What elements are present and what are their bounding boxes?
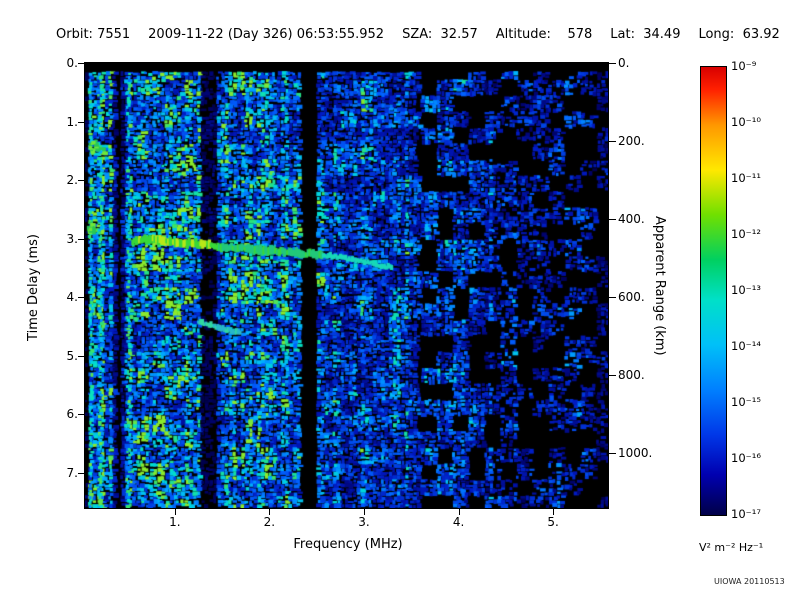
range-axis-tick-label: 200. xyxy=(618,134,645,149)
x-axis-tick-label: 3. xyxy=(358,515,370,529)
x-axis-label: Frequency (MHz) xyxy=(293,537,403,552)
y-axis-tick-label: 7. xyxy=(66,465,78,480)
orbit-label: Orbit: xyxy=(56,27,93,42)
watermark: UIOWA 20110513 xyxy=(714,577,785,586)
y-axis-label-left: Time Delay (ms) xyxy=(26,234,41,341)
range-axis-tick-mark xyxy=(609,141,616,143)
datetime-value: 2009-11-22 (Day 326) 06:53:55.952 xyxy=(148,27,385,42)
x-axis-tick-label: 1. xyxy=(169,515,181,529)
lat-field: Lat: 34.49 xyxy=(610,27,680,42)
header-info: Orbit: 7551 2009-11-22 (Day 326) 06:53:55… xyxy=(56,27,798,42)
y-axis-tick-mark xyxy=(78,63,85,64)
x-axis-tick-mark xyxy=(174,509,176,515)
range-axis-tick-mark xyxy=(609,375,616,377)
sza-value: 32.57 xyxy=(440,27,478,42)
colorbar-unit-label: V² m⁻² Hz⁻¹ xyxy=(699,541,764,554)
sza-field: SZA: 32.57 xyxy=(402,27,478,42)
y-axis-tick-mark xyxy=(78,238,85,240)
y-axis-tick-label: 3. xyxy=(66,231,78,246)
lat-value: 34.49 xyxy=(643,27,681,42)
range-axis-tick-mark xyxy=(609,63,616,64)
lat-label: Lat: xyxy=(610,27,635,42)
x-axis-tick-mark xyxy=(553,509,555,515)
y-axis-tick-label: 1. xyxy=(66,114,78,129)
x-axis-tick-label: 4. xyxy=(452,515,465,529)
colorbar-tick-label: 10⁻¹¹ xyxy=(731,171,761,185)
altitude-label: Altitude: xyxy=(495,27,551,42)
range-axis-tick-label: 400. xyxy=(618,212,645,227)
colorbar-tick-label: 10⁻¹² xyxy=(731,227,761,241)
x-axis-tick-label: 5. xyxy=(547,515,559,529)
range-axis-tick-label: 0. xyxy=(618,56,630,70)
y-axis-tick-mark xyxy=(78,180,85,182)
y-axis-tick-label: 2. xyxy=(66,173,78,188)
y-axis-tick-label: 5. xyxy=(66,348,78,363)
altitude-value: 578 xyxy=(567,27,593,42)
colorbar-tick-label: 10⁻¹³ xyxy=(731,283,761,297)
long-label: Long: xyxy=(698,27,735,42)
colorbar-gradient xyxy=(700,66,727,516)
y-axis-tick-mark xyxy=(78,414,85,416)
long-value: 63.92 xyxy=(742,27,780,42)
colorbar-tick-label: 10⁻¹⁴ xyxy=(731,339,761,353)
altitude-field: Altitude: 578 xyxy=(496,27,593,42)
orbit-value: 7551 xyxy=(97,27,131,42)
colorbar-tick-label: 10⁻¹⁵ xyxy=(731,395,761,409)
colorbar-tick-label: 10⁻¹⁶ xyxy=(731,451,761,465)
range-axis-tick-mark xyxy=(609,453,616,455)
y-axis-label-right: Apparent Range (km) xyxy=(652,216,667,356)
range-axis-tick-label: 1000. xyxy=(618,446,653,461)
colorbar-tick-label: 10⁻¹⁷ xyxy=(731,507,761,521)
y-axis-tick-label: 0. xyxy=(66,56,78,70)
range-axis-tick-mark xyxy=(609,219,616,221)
orbit-field: Orbit: 7551 xyxy=(56,27,130,42)
long-field: Long: 63.92 xyxy=(698,27,779,42)
y-axis-tick-mark xyxy=(78,297,85,299)
y-axis-tick-mark xyxy=(78,121,85,123)
spectrogram-canvas xyxy=(85,63,608,508)
y-axis-tick-mark xyxy=(78,355,85,357)
range-axis-tick-label: 600. xyxy=(618,290,645,305)
colorbar-tick-label: 10⁻⁹ xyxy=(731,59,757,73)
sza-label: SZA: xyxy=(402,27,433,42)
x-axis-tick-mark xyxy=(363,509,365,515)
y-axis-tick-label: 6. xyxy=(66,407,78,422)
range-axis-tick-label: 800. xyxy=(618,368,645,383)
range-axis-tick-mark xyxy=(609,297,616,299)
colorbar-tick-label: 10⁻¹⁰ xyxy=(731,115,761,129)
x-axis-tick-mark xyxy=(458,509,460,515)
y-axis-tick-label: 4. xyxy=(66,290,78,305)
x-axis-tick-mark xyxy=(269,509,271,515)
y-axis-tick-mark xyxy=(78,472,85,474)
x-axis-tick-label: 2. xyxy=(263,515,276,529)
